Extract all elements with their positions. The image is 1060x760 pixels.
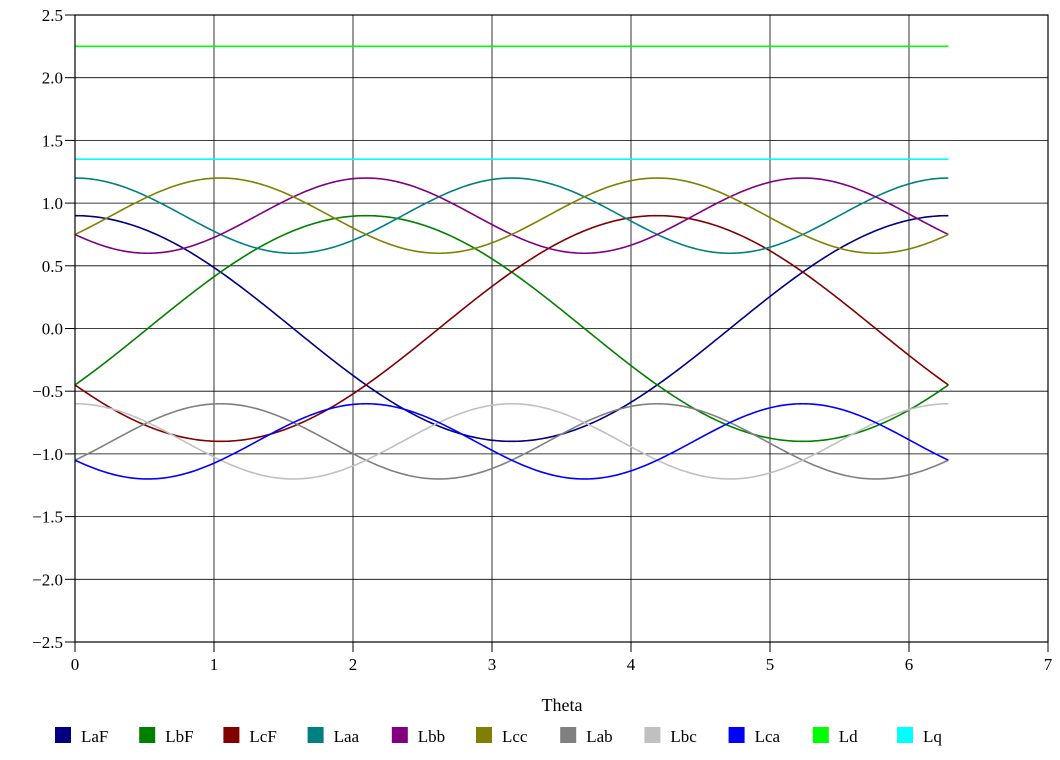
legend-label-lbc: Lbc — [670, 727, 697, 746]
x-tick-label: 6 — [905, 655, 914, 674]
y-axis-ticks: −2.5 −2.0 −1.5 −1.0 −0.5 0.0 0.5 1.0 1.5 2.0 2.5 — [32, 6, 75, 652]
legend-label-lcc: Lcc — [502, 727, 528, 746]
legend-label-lbb: Lbb — [418, 727, 445, 746]
x-tick-label: 0 — [71, 655, 80, 674]
y-tick-label: 0.5 — [42, 257, 63, 276]
x-tick-label: 3 — [488, 655, 497, 674]
x-tick-label: 4 — [627, 655, 636, 674]
x-tick-label: 7 — [1044, 655, 1053, 674]
series-line-lcf — [74, 214, 949, 443]
x-tick-label: 5 — [766, 655, 775, 674]
series-line-lca — [74, 402, 949, 480]
legend-label-laf: LaF — [81, 727, 108, 746]
legend-swatch-lca — [728, 727, 745, 743]
legend-swatch-laf — [55, 727, 71, 743]
legend-label-lca: Lca — [755, 727, 781, 746]
series-line-lcc — [74, 177, 949, 255]
legend: LaF LbF LcF Laa Lbb Lcc Lab Lbc Lca Ld Lq — [55, 727, 942, 746]
legend-swatch-lbc — [644, 727, 661, 743]
x-tick-label: 1 — [210, 655, 219, 674]
legend-swatch-lcc — [476, 727, 492, 743]
x-axis-ticks: 0 1 2 3 4 5 6 7 — [71, 642, 1053, 674]
legend-label-lbf: LbF — [165, 727, 193, 746]
y-tick-label: −1.0 — [32, 445, 63, 464]
legend-swatch-lq — [897, 727, 913, 743]
series-line-laa — [74, 177, 949, 255]
y-tick-label: 0.0 — [42, 320, 63, 339]
legend-swatch-lab — [560, 727, 577, 743]
legend-label-lq: Lq — [923, 727, 942, 746]
y-tick-label: −2.0 — [32, 570, 63, 589]
legend-swatch-ld — [812, 727, 829, 743]
legend-label-lab: Lab — [586, 727, 612, 746]
series-line-lbb — [74, 177, 949, 255]
legend-label-laa: Laa — [334, 727, 360, 746]
x-tick-label: 2 — [349, 655, 358, 674]
series-lines — [74, 45, 949, 480]
legend-swatch-lcf — [223, 727, 240, 743]
y-tick-label: 1.5 — [42, 131, 63, 150]
y-tick-label: −1.5 — [32, 508, 63, 527]
grid — [75, 15, 1048, 642]
y-tick-label: −2.5 — [32, 633, 63, 652]
y-tick-label: 2.5 — [42, 6, 63, 25]
y-tick-label: −0.5 — [32, 382, 63, 401]
legend-swatch-lbb — [391, 727, 408, 743]
legend-label-lcf: LcF — [249, 727, 276, 746]
legend-swatch-lbf — [139, 727, 156, 743]
y-tick-label: 1.0 — [42, 194, 63, 213]
legend-label-ld: Ld — [839, 727, 858, 746]
x-axis-title: Theta — [542, 695, 583, 715]
y-tick-label: 2.0 — [42, 69, 63, 88]
legend-swatch-laa — [307, 727, 324, 743]
